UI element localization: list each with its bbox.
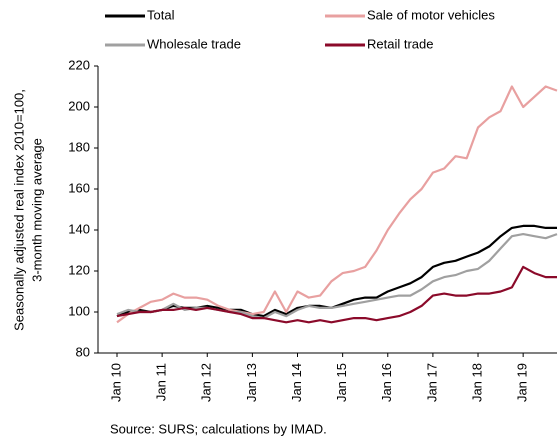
- source-note: Source: SURS; calculations by IMAD.: [110, 421, 327, 436]
- legend-label: Wholesale trade: [147, 36, 241, 51]
- y-tick-label: 120: [68, 262, 90, 277]
- x-tick-label: Jan 10: [108, 363, 123, 402]
- y-tick-label: 140: [68, 221, 90, 236]
- x-tick-label: Jan 16: [379, 363, 394, 402]
- y-axis-label: Seasonally adjusted real index 2010=100,: [11, 89, 26, 331]
- y-tick-label: 220: [68, 57, 90, 72]
- series-line: [116, 224, 557, 318]
- y-tick-label: 100: [68, 303, 90, 318]
- series-line: [116, 265, 557, 324]
- x-tick-label: Jan 15: [334, 363, 349, 402]
- x-tick-label: Jan 14: [289, 363, 304, 402]
- legend-label: Total: [147, 7, 175, 22]
- x-tick-label: Jan 18: [469, 363, 484, 402]
- y-tick-label: 200: [68, 98, 90, 113]
- y-axis-label: 3-month moving average: [29, 138, 44, 282]
- x-tick-label: Jan 17: [424, 363, 439, 402]
- x-tick-label: Jan 12: [199, 363, 214, 402]
- legend-label: Retail trade: [367, 36, 433, 51]
- y-tick-label: 180: [68, 139, 90, 154]
- y-tick-label: 160: [68, 180, 90, 195]
- legend-label: Sale of motor vehicles: [367, 7, 495, 22]
- x-tick-label: Jan 13: [244, 363, 259, 402]
- series-line: [116, 85, 558, 324]
- y-tick-label: 80: [76, 344, 90, 359]
- x-tick-label: Jan 11: [154, 363, 169, 401]
- x-tick-label: Jan 19: [515, 363, 530, 402]
